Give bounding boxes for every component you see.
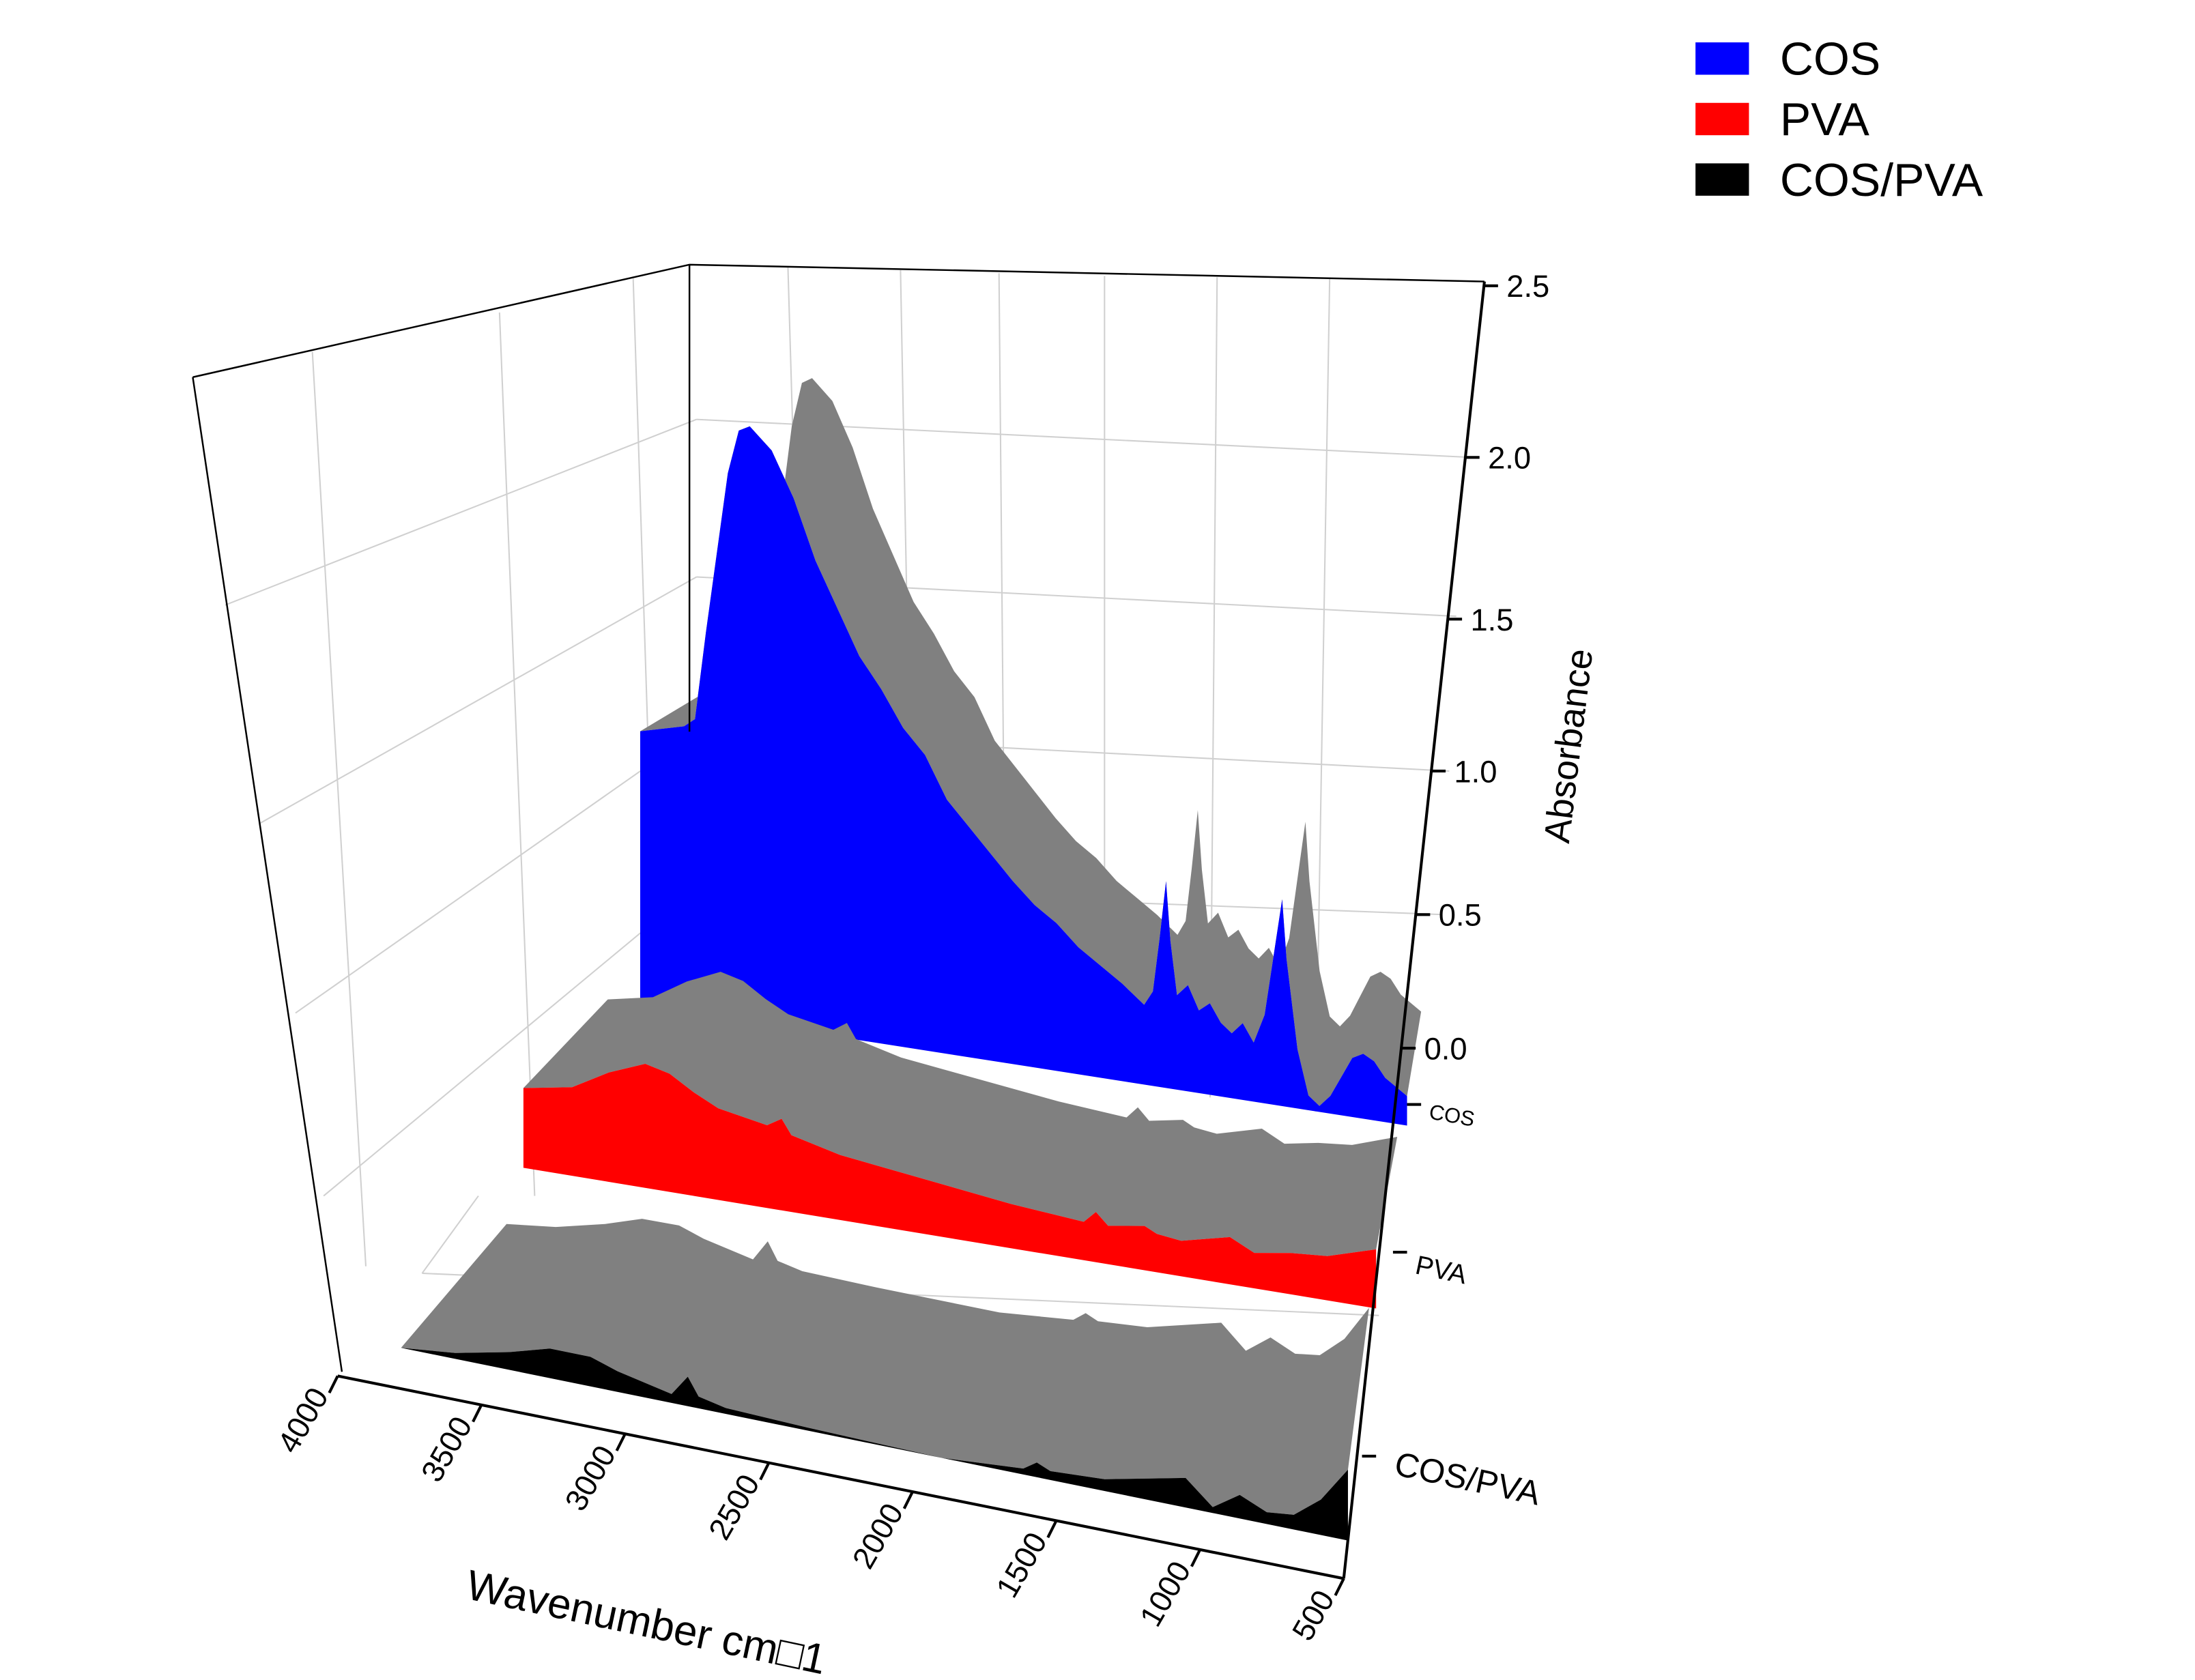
- wall-top-surface: [401, 1219, 1369, 1515]
- z-tick-label: 0.5: [1439, 898, 1482, 933]
- x-tick-mark: [1046, 1520, 1058, 1539]
- legend-label: COS: [1780, 33, 1880, 85]
- x-tick-mark: [902, 1491, 914, 1509]
- wall-front-face: [401, 1348, 1348, 1541]
- category-tick-label: COS/PVA: [1392, 1445, 1544, 1513]
- legend-swatch: [1695, 102, 1749, 136]
- x-axis-label: Wavenumber cm□1: [462, 1561, 830, 1680]
- wall-front-face: [640, 426, 1407, 1126]
- legend-item: COS/PVA: [1695, 154, 1983, 206]
- x-tick-label: 3500: [414, 1410, 479, 1488]
- category-tick-label: COS: [1427, 1100, 1476, 1131]
- legend-swatch: [1695, 163, 1749, 196]
- wall-front-face: [523, 1063, 1377, 1309]
- legend-label: PVA: [1780, 93, 1870, 145]
- x-tick-mark: [1190, 1548, 1202, 1567]
- z-axis-ticks: 2.5 2.0 1.5 1.0 0.5 0.0: [1401, 269, 1549, 1067]
- series-walls: [401, 378, 1422, 1541]
- z-tick-label: 2.5: [1506, 269, 1549, 304]
- legend-swatch: [1695, 42, 1749, 75]
- x-tick-label: 4000: [270, 1382, 335, 1459]
- x-tick-mark: [472, 1404, 483, 1423]
- wall-top-surface: [523, 972, 1398, 1256]
- legend-item: PVA: [1695, 93, 1870, 145]
- legend: COS PVA COS/PVA: [1695, 33, 1983, 206]
- z-tick-label: 1.5: [1470, 603, 1513, 637]
- wall-top-surface: [640, 378, 1422, 1106]
- x-tick-label: 2000: [846, 1497, 910, 1574]
- wall-cos-pva: [401, 1219, 1369, 1541]
- z-tick-label: 1.0: [1454, 754, 1497, 789]
- legend-item: COS: [1695, 33, 1880, 85]
- x-tick-label: 500: [1285, 1584, 1341, 1647]
- x-tick-label: 1500: [989, 1526, 1054, 1604]
- axes: [192, 263, 1486, 1580]
- z-axis-label: Absorbance: [1536, 646, 1601, 845]
- x-tick-label: 1000: [1133, 1555, 1198, 1632]
- x-tick-label: 3000: [558, 1440, 623, 1517]
- z-tick-label: 2.0: [1488, 441, 1531, 476]
- x-tick-mark: [328, 1375, 339, 1394]
- x-tick-label: 2500: [702, 1468, 766, 1546]
- x-tick-mark: [1334, 1578, 1345, 1596]
- z-tick-label: 0.0: [1424, 1032, 1467, 1067]
- x-tick-mark: [759, 1462, 771, 1481]
- legend-label: COS/PVA: [1780, 154, 1983, 206]
- category-tick-label: PVA: [1413, 1251, 1470, 1290]
- x-tick-mark: [615, 1433, 627, 1451]
- wall-cos: [640, 378, 1422, 1126]
- wall-pva: [523, 972, 1398, 1309]
